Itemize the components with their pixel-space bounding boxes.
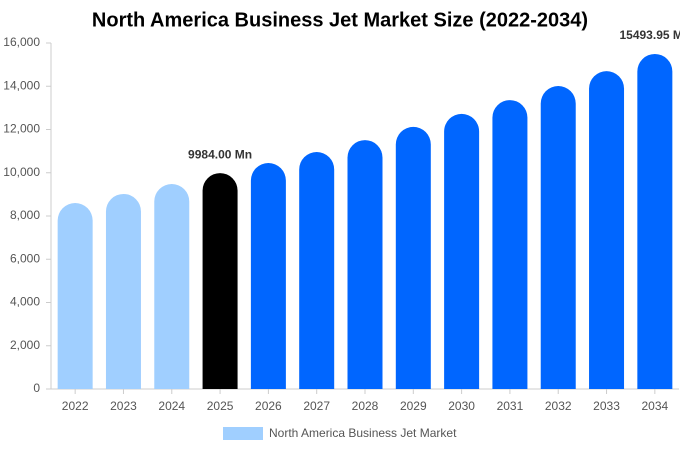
y-tick-label: 8,000: [10, 208, 40, 222]
value-label: 9984.00 Mn: [188, 147, 252, 161]
bar: [637, 53, 673, 390]
y-tick-label: 14,000: [3, 78, 40, 92]
x-tick-label: 2026: [255, 399, 282, 413]
bar: [57, 203, 93, 389]
legend-swatch: [223, 427, 263, 440]
legend-label: North America Business Jet Market: [269, 426, 457, 440]
x-tick-label: 2027: [303, 399, 330, 413]
bar: [105, 193, 141, 389]
bar: [540, 86, 576, 389]
x-tick-label: 2034: [641, 399, 668, 413]
x-tick-label: 2024: [158, 399, 185, 413]
x-tick-label: 2028: [352, 399, 379, 413]
bar: [299, 151, 335, 389]
bar: [347, 140, 383, 389]
y-tick-label: 0: [33, 381, 40, 395]
bar: [202, 173, 238, 389]
value-label: 15493.95 Mn: [619, 28, 680, 42]
bar: [250, 163, 286, 389]
y-tick-label: 10,000: [3, 165, 40, 179]
x-tick-label: 2025: [207, 399, 234, 413]
x-tick-label: 2031: [497, 399, 524, 413]
x-tick-label: 2030: [448, 399, 475, 413]
x-tick-label: 2029: [400, 399, 427, 413]
x-tick-label: 2023: [110, 399, 137, 413]
bar: [395, 126, 431, 390]
y-tick-label: 16,000: [3, 35, 40, 49]
x-tick-label: 2033: [593, 399, 620, 413]
y-tick-label: 2,000: [10, 338, 40, 352]
bar: [154, 183, 190, 389]
y-tick-label: 6,000: [10, 251, 40, 265]
bar: [492, 100, 528, 389]
x-tick-label: 2022: [62, 399, 89, 413]
x-tick-label: 2032: [545, 399, 572, 413]
chart-title: North America Business Jet Market Size (…: [92, 9, 588, 31]
y-tick-label: 12,000: [3, 122, 40, 136]
bar: [589, 71, 625, 390]
bar: [444, 113, 480, 389]
y-tick-label: 4,000: [10, 295, 40, 309]
